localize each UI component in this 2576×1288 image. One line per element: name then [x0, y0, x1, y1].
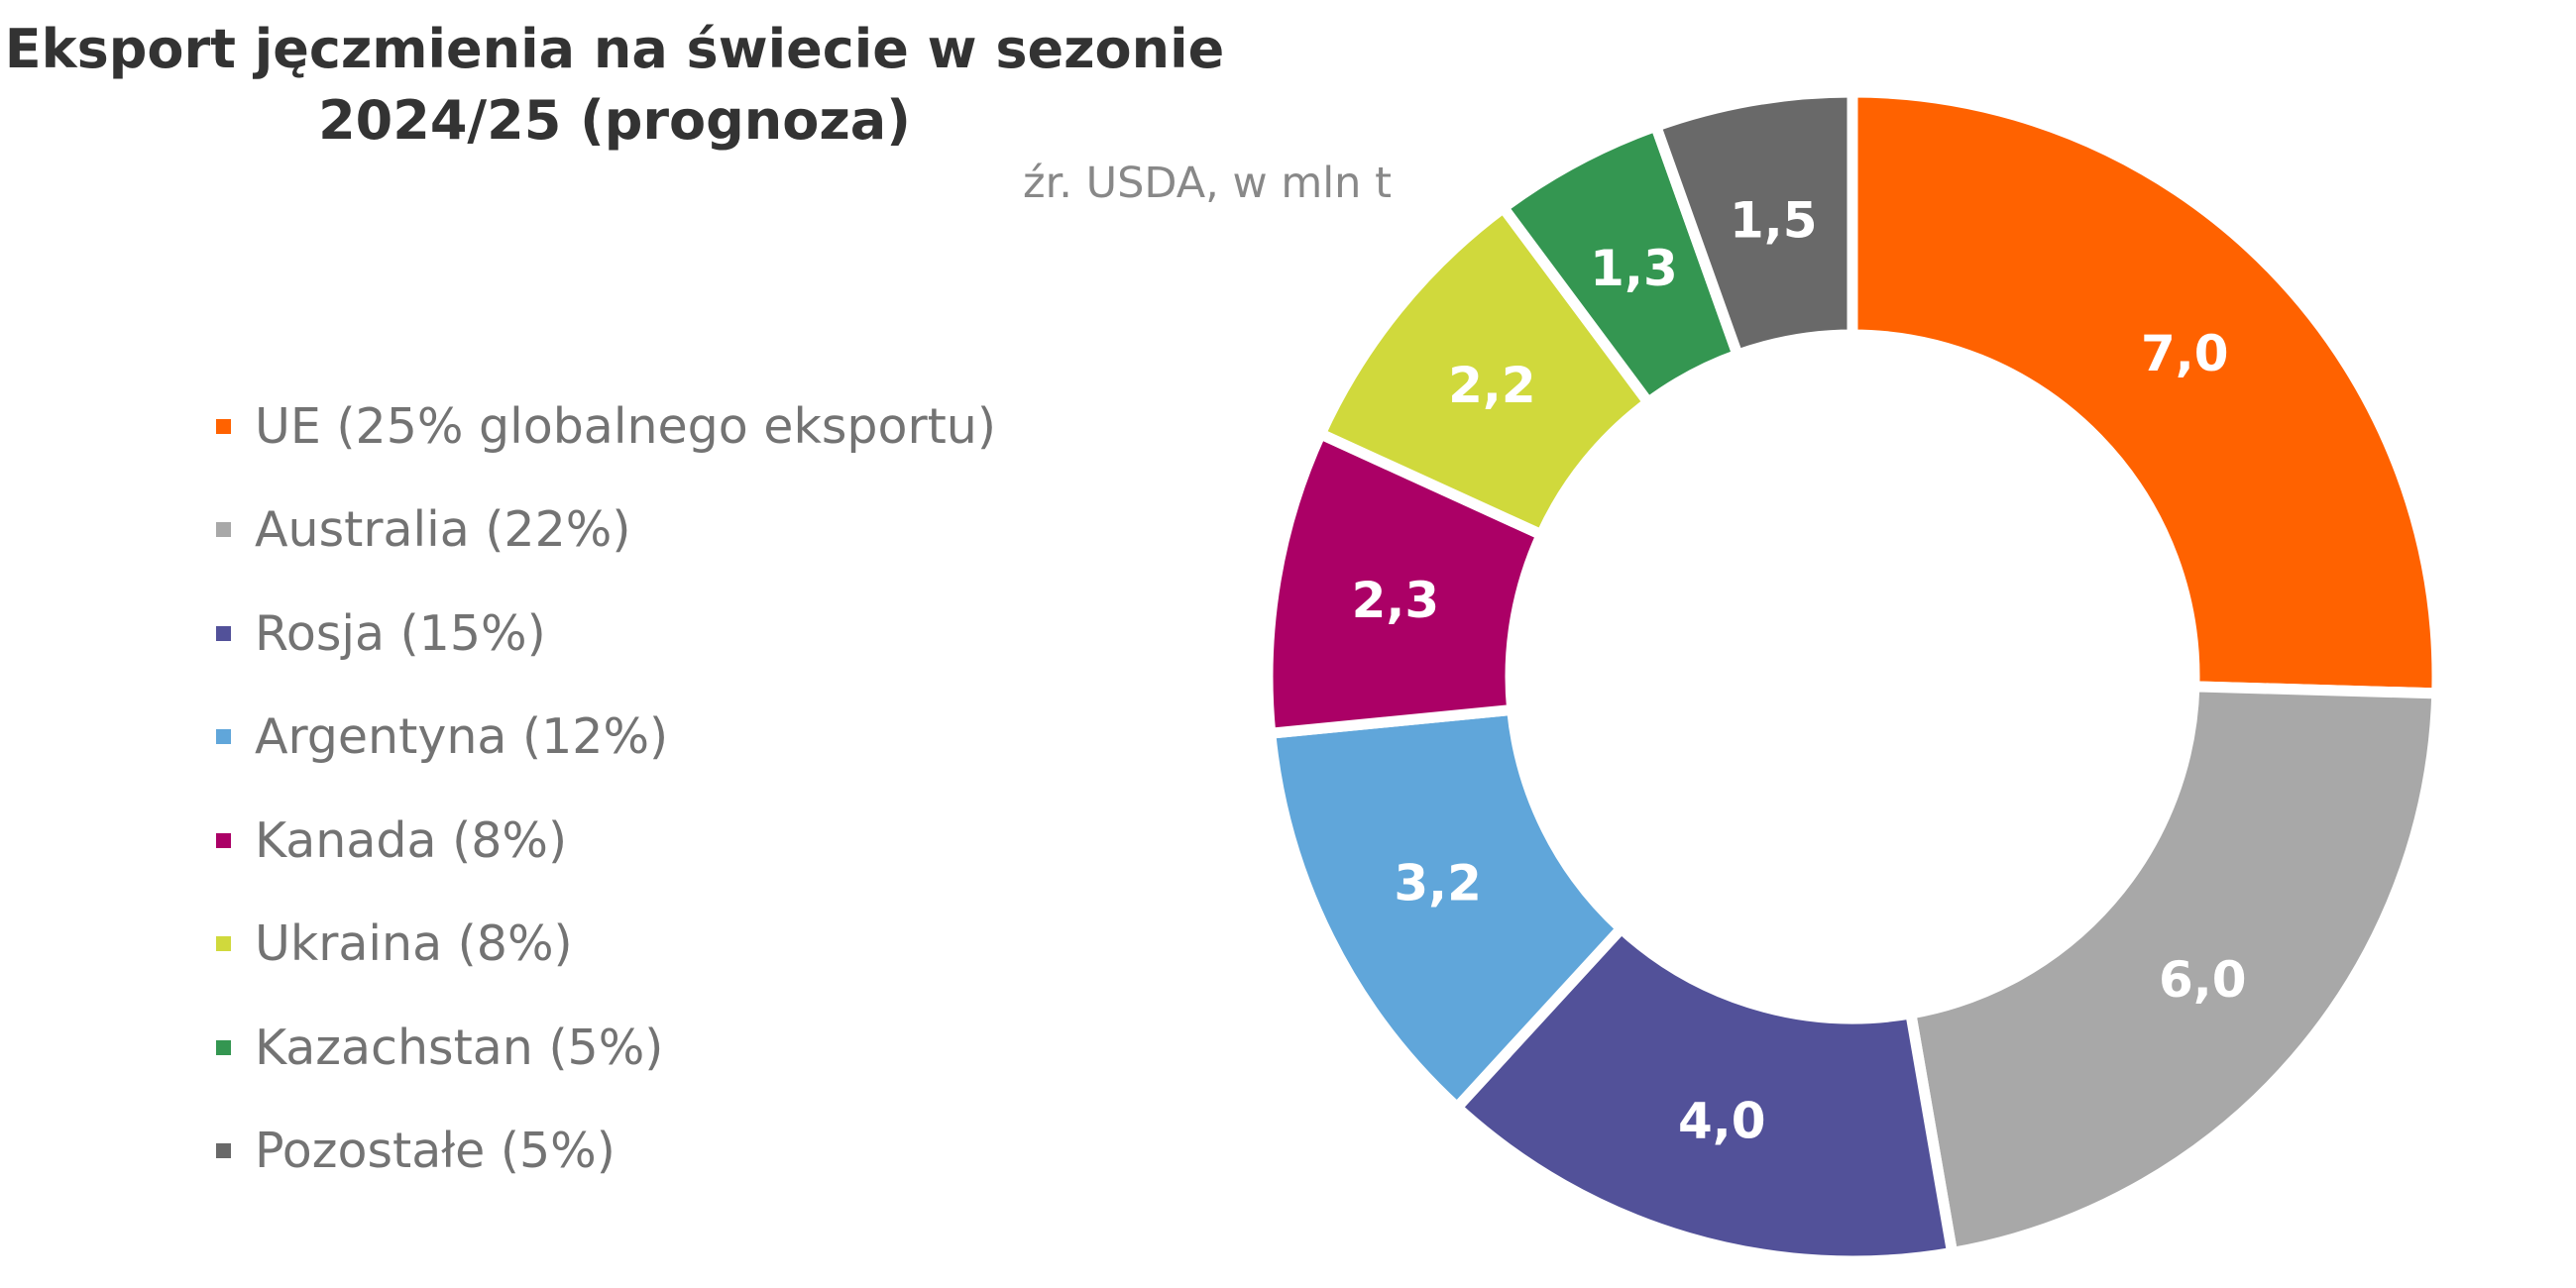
donut-slice-australia	[1904, 681, 2443, 1259]
legend-label: Rosja (15%)	[255, 604, 546, 662]
legend-label: UE (25% globalnego eksportu)	[255, 397, 996, 455]
legend-label: Kanada (8%)	[255, 811, 568, 869]
data-label-pozostale: 1,5	[1730, 191, 1818, 249]
chart-title: Eksport jęczmienia na świecie w sezonie …	[0, 14, 1229, 157]
legend-item-ue: UE (25% globalnego eksportu)	[216, 375, 996, 479]
legend-swatch	[216, 936, 231, 952]
donut-slice-rosja	[1449, 920, 1959, 1267]
legend-label: Ukraina (8%)	[255, 915, 573, 973]
legend-item-kanada: Kanada (8%)	[216, 789, 996, 893]
legend-swatch	[216, 729, 231, 745]
data-label-rosja: 4,0	[1678, 1093, 1766, 1150]
chart-title-line-1: Eksport jęczmienia na świecie w sezonie	[4, 18, 1225, 80]
legend-swatch	[216, 1143, 231, 1159]
data-label-australia: 6,0	[2159, 951, 2247, 1009]
data-label-kazachstan: 1,3	[1590, 240, 1678, 297]
donut-data-labels: 7,0 6,0 4,0 3,2 2,3 2,2 1,3 1,5	[1352, 191, 2247, 1149]
legend-item-kazachstan: Kazachstan (5%)	[216, 996, 996, 1100]
chart-source-note: źr. USDA, w mln t	[1023, 159, 1392, 208]
chart-legend: UE (25% globalnego eksportu) Australia (2…	[216, 375, 996, 1203]
legend-label: Pozostałe (5%)	[255, 1123, 616, 1180]
donut-slice-argentyna	[1264, 703, 1629, 1116]
legend-swatch	[216, 1039, 231, 1055]
legend-item-australia: Australia (22%)	[216, 479, 996, 583]
data-label-ukraina: 2,2	[1448, 357, 1536, 414]
legend-item-pozostale: Pozostałe (5%)	[216, 1100, 996, 1204]
legend-item-ukraina: Ukraina (8%)	[216, 893, 996, 997]
donut-slice-pozostale	[1648, 86, 1858, 363]
data-label-ue: 7,0	[2141, 325, 2229, 382]
legend-swatch	[216, 625, 231, 641]
legend-item-rosja: Rosja (15%)	[216, 582, 996, 686]
chart-title-line-2: 2024/25 (prognoza)	[318, 89, 911, 152]
data-label-argentyna: 3,2	[1394, 855, 1482, 912]
legend-label: Australia (22%)	[255, 501, 631, 559]
legend-swatch	[216, 522, 231, 538]
legend-label: Kazachstan (5%)	[255, 1019, 664, 1076]
legend-label: Argentyna (12%)	[255, 708, 669, 766]
legend-swatch	[216, 418, 231, 434]
data-label-kanada: 2,3	[1352, 572, 1440, 629]
legend-swatch	[216, 832, 231, 848]
donut-slices	[1262, 86, 2443, 1267]
legend-item-argentyna: Argentyna (12%)	[216, 686, 996, 790]
donut-slice-ue	[1847, 86, 2443, 699]
